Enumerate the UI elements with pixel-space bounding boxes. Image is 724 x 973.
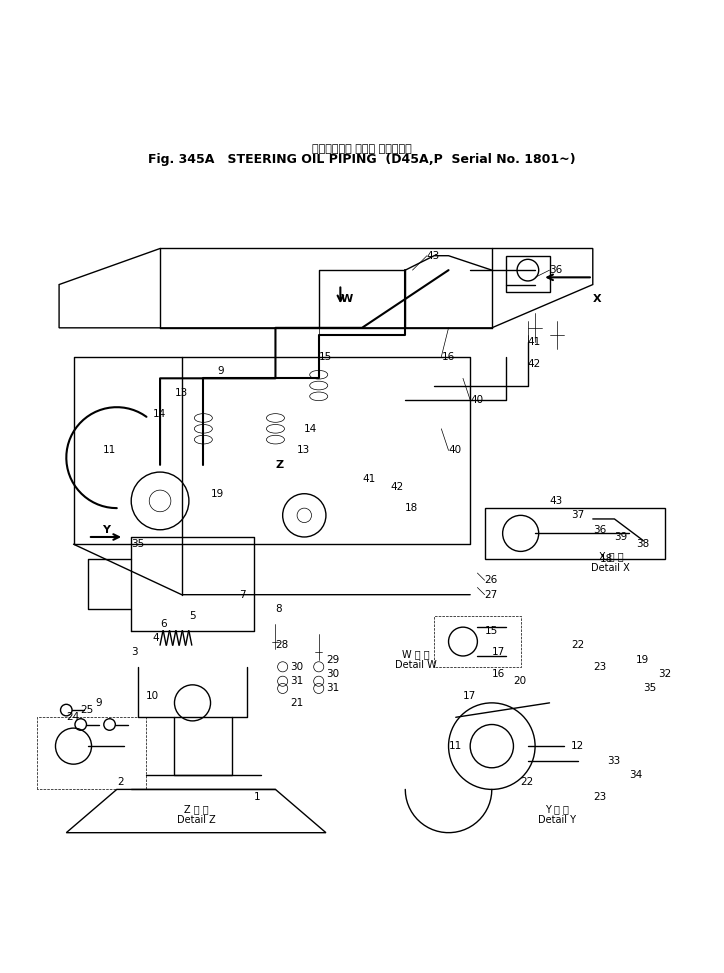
Text: 23: 23 <box>593 662 606 671</box>
Text: 42: 42 <box>391 482 404 491</box>
Text: 3: 3 <box>131 647 138 658</box>
Text: 35: 35 <box>644 683 657 694</box>
Text: 28: 28 <box>275 640 289 650</box>
Text: 1: 1 <box>254 792 261 802</box>
Text: 43: 43 <box>427 251 440 261</box>
Text: Fig. 345A   STEERING OIL PIPING  (D45A,P  Serial No. 1801~): Fig. 345A STEERING OIL PIPING (D45A,P Se… <box>148 153 576 165</box>
Text: 12: 12 <box>571 741 584 751</box>
Text: X 断 面
Detail X: X 断 面 Detail X <box>592 552 630 573</box>
Bar <box>484 508 665 559</box>
Text: 15: 15 <box>319 351 332 362</box>
Text: 40: 40 <box>470 395 484 405</box>
Text: 15: 15 <box>484 626 498 635</box>
Text: 38: 38 <box>636 539 649 549</box>
Text: 33: 33 <box>607 756 620 766</box>
Text: 11: 11 <box>449 741 462 751</box>
Text: 9: 9 <box>218 366 224 377</box>
Text: W 断 面
Detail W: W 断 面 Detail W <box>395 649 437 670</box>
Text: 29: 29 <box>326 655 339 665</box>
Text: 23: 23 <box>593 792 606 802</box>
Text: 11: 11 <box>102 446 116 455</box>
Text: 17: 17 <box>463 691 476 701</box>
Text: 31: 31 <box>290 676 303 686</box>
Text: 39: 39 <box>615 532 628 542</box>
Text: Z: Z <box>275 460 284 470</box>
Text: 30: 30 <box>326 669 339 679</box>
Text: X: X <box>593 294 602 304</box>
Text: 22: 22 <box>521 777 534 787</box>
Text: 19: 19 <box>636 655 649 665</box>
Text: 20: 20 <box>513 676 526 686</box>
Text: 36: 36 <box>593 524 606 535</box>
Text: 22: 22 <box>571 640 584 650</box>
Text: 41: 41 <box>528 338 541 347</box>
Text: 14: 14 <box>304 424 318 434</box>
Text: 37: 37 <box>571 511 584 521</box>
Text: 32: 32 <box>657 669 671 679</box>
Text: W: W <box>340 294 353 304</box>
Text: Y 断 面
Detail Y: Y 断 面 Detail Y <box>538 804 576 825</box>
Text: 43: 43 <box>550 496 563 506</box>
Text: 25: 25 <box>80 705 94 715</box>
Text: 9: 9 <box>95 698 102 708</box>
Text: 18: 18 <box>600 554 613 563</box>
Text: 6: 6 <box>160 619 167 629</box>
Text: 18: 18 <box>405 503 418 513</box>
Text: ステアリング オイル パイピング: ステアリング オイル パイピング <box>312 144 412 154</box>
Text: 19: 19 <box>211 488 224 499</box>
Text: 42: 42 <box>528 359 541 369</box>
Text: Z 断 面
Detail Z: Z 断 面 Detail Z <box>177 804 216 825</box>
Text: 16: 16 <box>442 351 455 362</box>
Text: 17: 17 <box>492 647 505 658</box>
Text: 24: 24 <box>67 712 80 722</box>
Text: 40: 40 <box>449 446 462 455</box>
Text: 31: 31 <box>326 683 339 694</box>
Text: 13: 13 <box>174 388 188 398</box>
Text: 27: 27 <box>484 590 498 599</box>
Text: 7: 7 <box>240 590 246 599</box>
Text: 10: 10 <box>146 691 159 701</box>
Text: 4: 4 <box>153 633 159 643</box>
Text: 8: 8 <box>275 604 282 614</box>
Text: 41: 41 <box>362 474 375 485</box>
Text: 26: 26 <box>484 575 498 585</box>
Text: 5: 5 <box>189 611 195 622</box>
Text: 2: 2 <box>117 777 123 787</box>
Text: 14: 14 <box>153 410 166 419</box>
Text: 30: 30 <box>290 662 303 671</box>
Text: 21: 21 <box>290 698 303 708</box>
Text: 35: 35 <box>131 539 145 549</box>
Text: 34: 34 <box>629 770 642 780</box>
Text: 13: 13 <box>297 446 311 455</box>
Text: Y: Y <box>102 524 110 535</box>
Text: 36: 36 <box>550 265 563 275</box>
Text: 16: 16 <box>492 669 505 679</box>
Bar <box>506 256 550 292</box>
